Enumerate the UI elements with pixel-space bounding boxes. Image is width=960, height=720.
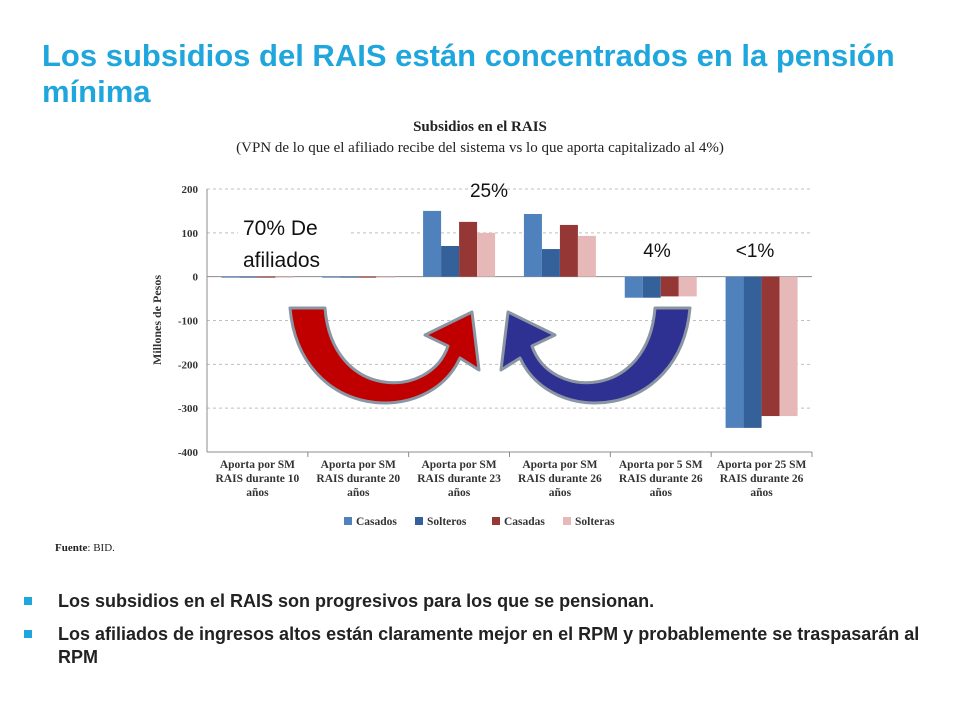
bar xyxy=(642,276,661,298)
bar xyxy=(322,276,341,278)
chart-title: Subsidios en el RAIS xyxy=(413,119,547,135)
bar xyxy=(743,276,762,428)
x-tick-label: años xyxy=(347,487,370,499)
y-tick-label: 0 xyxy=(193,272,199,284)
y-tick-label: 200 xyxy=(182,184,199,196)
bar xyxy=(441,245,460,277)
x-tick-label: Aporta por 25 SM xyxy=(717,459,807,471)
square-bullet-icon xyxy=(24,597,32,605)
curved-arrow-blue xyxy=(499,306,692,405)
legend-swatch xyxy=(344,517,352,525)
legend-swatch xyxy=(563,517,571,525)
bar xyxy=(257,276,276,278)
bullet-item: Los subsidios en el RAIS son progresivos… xyxy=(22,590,922,613)
bar xyxy=(725,276,744,428)
bar xyxy=(275,276,294,278)
y-tick-label: 100 xyxy=(182,228,199,240)
bar xyxy=(523,213,542,277)
x-tick-label: RAIS durante 20 xyxy=(316,473,400,485)
bar xyxy=(779,276,798,417)
bar xyxy=(477,232,496,277)
bullet-item: Los afiliados de ingresos altos están cl… xyxy=(22,623,922,669)
bullet-text: Los afiliados de ingresos altos están cl… xyxy=(58,624,920,667)
x-tick-label: Aporta por SM xyxy=(321,459,396,471)
legend-label: Solteros xyxy=(427,516,467,528)
x-tick-label: años xyxy=(246,487,269,499)
bar xyxy=(577,235,596,277)
legend-swatch xyxy=(415,517,423,525)
x-tick-label: años xyxy=(650,487,673,499)
bullet-list: Los subsidios en el RAIS son progresivos… xyxy=(22,590,922,679)
source-label: Fuente xyxy=(55,542,88,554)
bullet-text: Los subsidios en el RAIS son progresivos… xyxy=(58,591,655,611)
bar-chart: -400 -300 -200 -100 0 100 200 Millones de Pesos… xyxy=(150,181,813,528)
y-tick-label: -200 xyxy=(178,359,199,371)
square-bullet-icon xyxy=(24,630,32,638)
bar xyxy=(376,276,395,278)
x-tick-label: RAIS durante 26 xyxy=(720,473,804,485)
x-tick-label: Aporta por SM xyxy=(522,459,597,471)
annotation-label: afiliados xyxy=(243,249,320,272)
annotation-label: <1% xyxy=(736,241,775,262)
legend-swatch xyxy=(492,517,500,525)
annotation-label: 25% xyxy=(470,181,508,202)
bar xyxy=(423,210,442,277)
bar xyxy=(221,276,240,278)
x-tick-label: Aporta por 5 SM xyxy=(619,459,703,471)
y-axis-label: Millones de Pesos xyxy=(150,275,164,365)
annotation-box xyxy=(238,212,348,274)
bar xyxy=(660,276,679,297)
bar xyxy=(239,276,258,278)
legend-label: Casadas xyxy=(504,516,545,528)
x-tick-label: Aporta por SM xyxy=(220,459,295,471)
slide-title: Los subsidios del RAIS están concentrado… xyxy=(42,38,895,109)
y-tick-label: -400 xyxy=(178,447,199,459)
legend-label: Solteras xyxy=(575,516,615,528)
annotation-label: 4% xyxy=(643,241,671,262)
y-tick-label: -100 xyxy=(178,316,199,328)
bar xyxy=(459,221,478,277)
bar xyxy=(340,276,359,278)
bar xyxy=(761,276,780,417)
legend-label: Casados xyxy=(356,516,397,528)
bar xyxy=(678,276,697,297)
bar xyxy=(541,249,560,277)
x-tick-label: años xyxy=(750,487,773,499)
y-tick-label: -300 xyxy=(178,403,199,415)
x-tick-label: RAIS durante 10 xyxy=(216,473,300,485)
x-tick-label: años xyxy=(549,487,572,499)
bar xyxy=(559,224,578,277)
x-tick-label: RAIS durante 26 xyxy=(518,473,602,485)
annotation-label: 70% De xyxy=(243,217,318,240)
source-note: Fuente: BID. xyxy=(55,542,115,554)
chart-subtitle: (VPN de lo que el afiliado recibe del si… xyxy=(236,140,724,156)
bar xyxy=(358,276,377,278)
x-tick-label: años xyxy=(448,487,471,499)
source-text: : BID. xyxy=(87,542,115,554)
x-tick-label: RAIS durante 26 xyxy=(619,473,703,485)
bar xyxy=(624,276,643,298)
curved-arrow-red xyxy=(288,306,481,405)
x-tick-label: Aporta por SM xyxy=(421,459,496,471)
x-tick-label: RAIS durante 23 xyxy=(417,473,501,485)
